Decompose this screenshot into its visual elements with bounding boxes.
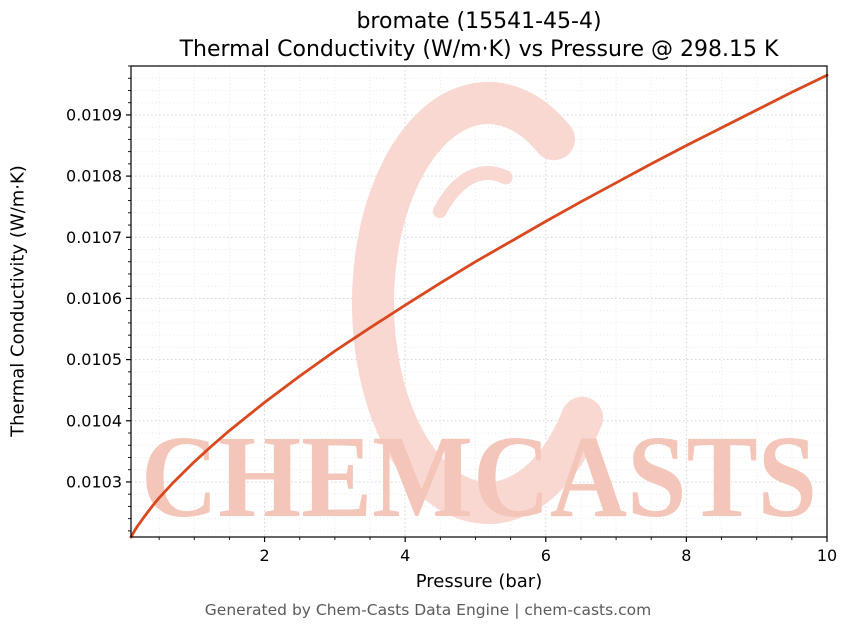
x-tick-label: 4 [400,546,410,565]
watermark: CHEMCASTS [141,82,817,542]
y-tick-label: 0.0105 [66,350,122,369]
chart-title-line2: Thermal Conductivity (W/m·K) vs Pressure… [179,37,779,62]
y-tick-label: 0.0103 [66,472,122,491]
x-tick-label: 6 [541,546,551,565]
series-line [129,73,829,539]
x-tick-labels: 2 4 6 8 10 [259,546,837,565]
chart-title-line1: bromate (15541-45-4) [356,9,602,34]
x-tick-label: 10 [817,546,837,565]
y-tick-label: 0.0106 [66,289,122,308]
y-tick-labels: 0.0103 0.0104 0.0105 0.0106 0.0107 0.0108 0.01… [66,105,122,491]
x-axis-label: Pressure (bar) [415,571,543,592]
y-tick-label: 0.0104 [66,411,122,430]
axes-frame [130,65,828,538]
footer-attribution: Generated by Chem-Casts Data Engine | ch… [204,601,652,619]
watermark-text: CHEMCASTS [141,411,817,542]
minor-tick-marks [128,65,793,540]
y-tick-label: 0.0108 [66,167,122,186]
tick-marks [126,114,828,542]
y-tick-label: 0.0109 [66,105,122,124]
x-tick-label: 8 [681,546,691,565]
chart-title: bromate (15541-45-4) Thermal Conductivit… [131,8,827,64]
x-tick-label: 2 [259,546,269,565]
y-tick-label: 0.0107 [66,228,122,247]
watermark-logo-inner-arc [432,165,513,219]
watermark-logo-arc [352,82,604,524]
